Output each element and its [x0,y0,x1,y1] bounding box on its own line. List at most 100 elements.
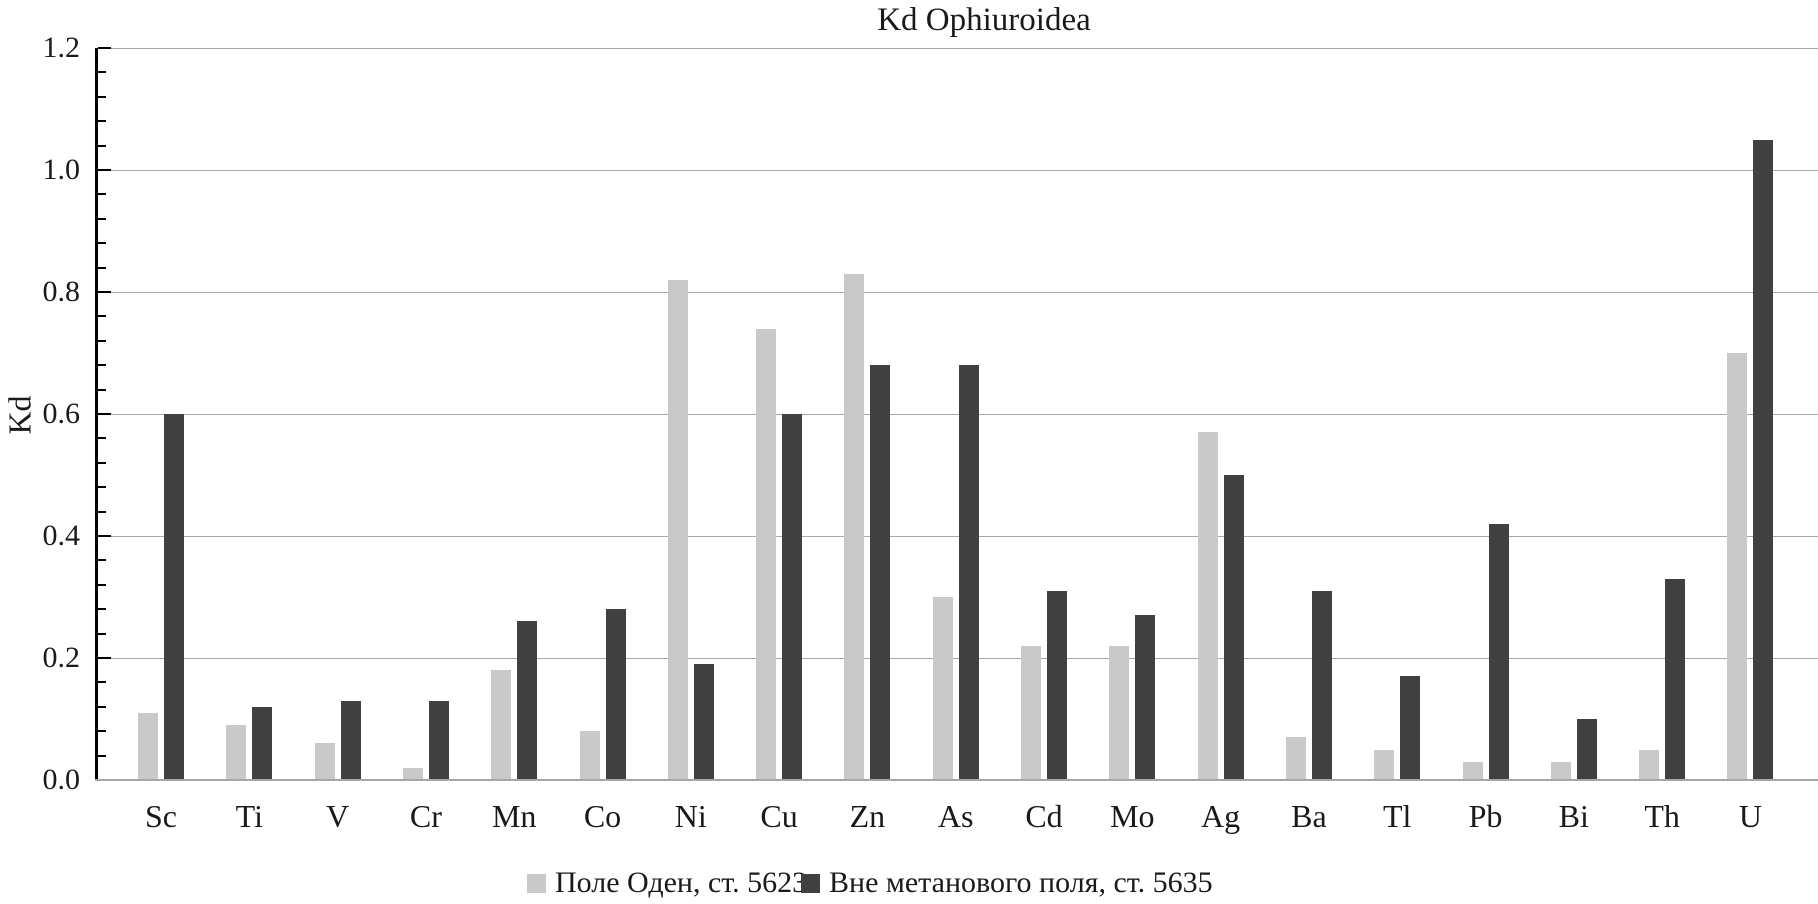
x-label-Zn: Zn [849,798,886,834]
bar-U-series2 [1753,139,1774,780]
minor-tick [98,217,106,220]
bar-Ag-series2 [1223,475,1244,780]
x-label-Sc: Sc [145,798,177,834]
minor-tick [98,71,106,74]
gridline-0.4 [95,536,1818,537]
bar-Th-series2 [1665,578,1686,780]
y-tick-label-0.2: 0.2 [42,641,81,674]
bar-Co-series1 [579,731,600,780]
major-tick [98,47,111,49]
major-tick [98,413,111,415]
major-tick [98,169,111,171]
bar-Ba-series2 [1311,590,1332,780]
minor-tick [98,242,106,245]
bar-Cd-series1 [1021,645,1041,780]
bar-Zn-series2 [870,365,891,780]
bar-Bi-series1 [1550,761,1571,780]
legend-swatch-series2 [801,873,820,893]
minor-tick [98,339,106,342]
minor-tick [98,193,106,196]
bar-Ag-series1 [1197,432,1218,780]
bar-Ni-series1 [667,279,688,780]
x-label-Mo: Mo [1110,798,1155,834]
minor-tick [98,388,106,391]
x-label-Ag: Ag [1201,798,1241,834]
minor-tick [98,583,106,586]
bar-Zn-series1 [844,273,865,780]
y-axis-line [95,48,98,781]
major-tick [98,291,111,293]
bar-V-series1 [314,743,335,780]
minor-tick [98,144,106,147]
gridline-0.8 [95,292,1818,293]
x-label-As: As [937,798,974,834]
x-label-Ba: Ba [1291,798,1327,834]
bar-Cd-series2 [1047,590,1067,780]
minor-tick [98,510,106,513]
x-label-Cr: Cr [409,798,442,834]
bar-Bi-series2 [1576,719,1597,780]
x-label-Mn: Mn [491,798,537,834]
y-tick-label-0.0: 0.0 [42,763,81,796]
bar-Sc-series2 [164,414,184,780]
minor-tick [98,681,106,684]
bar-As-series2 [958,365,979,780]
minor-tick [98,705,106,708]
bar-Mn-series2 [517,621,538,780]
chart-title: Kd Ophiuroidea [877,2,1091,38]
minor-tick [98,364,106,367]
minor-tick [98,120,106,123]
major-tick [98,535,111,537]
x-label-Tl: Tl [1382,798,1412,834]
minor-tick [98,608,106,611]
x-label-Pb: Pb [1468,798,1503,834]
x-label-Ti: Ti [235,798,263,834]
bar-Mo-series1 [1109,645,1130,780]
bar-Tl-series1 [1374,749,1395,780]
bar-Pb-series1 [1462,761,1483,780]
minor-tick [98,315,106,318]
gridline-0.6 [95,414,1818,415]
bar-Cr-series2 [428,700,449,780]
bar-Sc-series1 [138,712,158,780]
x-label-V: V [326,798,350,834]
bar-As-series1 [932,597,953,780]
minor-tick [98,632,106,635]
bar-Ni-series2 [693,664,714,780]
minor-tick [98,559,106,562]
x-label-Bi: Bi [1558,798,1589,834]
minor-tick [98,486,106,489]
y-tick-label-1.0: 1.0 [42,153,81,186]
x-label-Co: Co [583,798,622,834]
bar-Mn-series1 [491,670,512,780]
x-label-U: U [1738,798,1762,834]
bar-Pb-series2 [1488,523,1509,780]
bar-Cu-series2 [782,414,803,780]
y-tick-label-1.2: 1.2 [42,31,81,64]
legend-label-series1: Поле Оден, ст. 5623 [555,866,808,899]
bar-Cu-series1 [756,328,777,780]
legend-item-series2: Вне метанового поля, ст. 5635 [801,864,1213,902]
y-tick-label-0.4: 0.4 [42,519,81,552]
bar-Mo-series2 [1135,615,1156,780]
legend-swatch-series1 [527,873,546,893]
bar-Ti-series2 [252,706,273,780]
bar-V-series2 [340,700,361,780]
bar-Th-series1 [1639,749,1660,780]
bar-U-series1 [1727,353,1748,780]
bar-Cr-series1 [402,767,423,780]
x-label-Cd: Cd [1025,798,1063,834]
minor-tick [98,461,106,464]
bar-Co-series2 [605,609,626,780]
gridline-0.2 [95,658,1818,659]
legend-item-series1: Поле Оден, ст. 5623 [527,864,807,902]
x-label-Th: Th [1644,798,1680,834]
minor-tick [98,266,106,269]
legend-label-series2: Вне метанового поля, ст. 5635 [829,866,1213,899]
minor-tick [98,437,106,440]
bar-Tl-series2 [1400,676,1421,780]
x-label-Ni: Ni [674,798,707,834]
y-tick-label-0.8: 0.8 [42,275,81,308]
gridline-1.0 [95,170,1818,171]
